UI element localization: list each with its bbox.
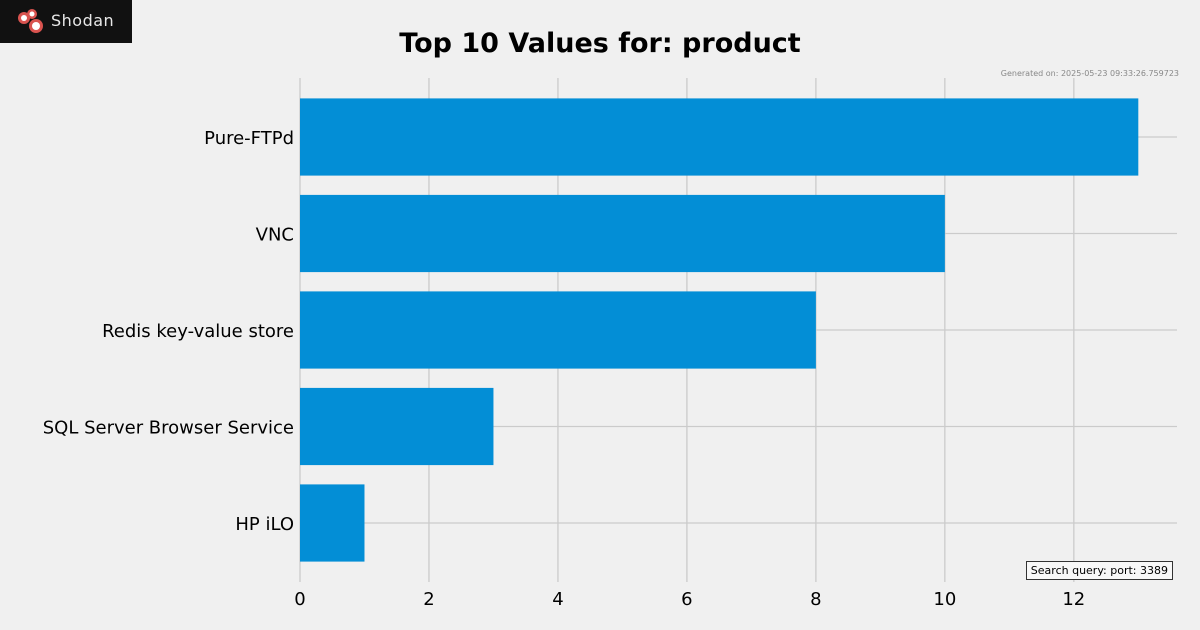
x-tick-label: 0 — [294, 589, 305, 610]
generated-timestamp: Generated on: 2025-05-23 09:33:26.759723 — [1000, 69, 1179, 78]
shodan-logo-icon — [18, 9, 43, 33]
category-label: VNC — [256, 225, 294, 246]
shodan-logo-text: Shodan — [51, 11, 115, 30]
x-axis-ticks: 0 2 4 6 8 10 12 — [294, 589, 1085, 610]
bar — [300, 484, 365, 562]
x-tick-label: 8 — [810, 589, 821, 610]
chart-title: Top 10 Values for: product — [399, 28, 801, 59]
bar — [300, 387, 494, 466]
category-labels: Pure-FTPd VNC Redis key-value store SQL Ser… — [43, 128, 294, 535]
x-tick-label: 12 — [1062, 589, 1085, 610]
x-tick-label: 10 — [933, 589, 956, 610]
bar — [300, 98, 1139, 176]
category-label: Redis key-value store — [102, 321, 294, 342]
shodan-logo: Shodan — [0, 0, 132, 43]
x-tick-label: 4 — [552, 589, 563, 610]
category-label: Pure-FTPd — [204, 128, 294, 149]
x-tick-label: 6 — [681, 589, 692, 610]
bars — [300, 98, 1139, 562]
x-tick-label: 2 — [423, 589, 434, 610]
bar — [300, 194, 945, 273]
category-label: HP iLO — [235, 514, 294, 535]
search-query-box: Search query: port: 3389 — [1025, 561, 1173, 580]
bar — [300, 291, 816, 369]
category-label: SQL Server Browser Service — [43, 418, 294, 439]
